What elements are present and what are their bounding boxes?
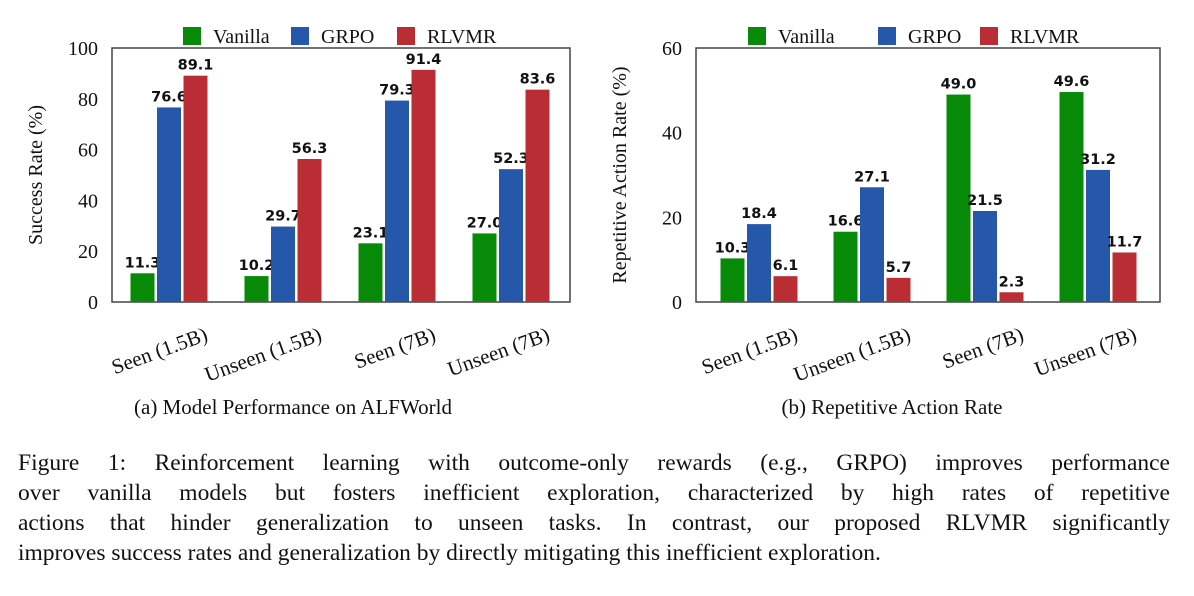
bar-vanilla (130, 273, 155, 302)
data-label: 21.5 (967, 193, 1003, 209)
x-tick-label: Unseen (1.5B) (790, 322, 913, 386)
legend-label: GRPO (321, 26, 374, 48)
figure: 0 20 40 60 80 100 Success Rate (%) 11.3 10.2 23.1… (25, 26, 1161, 419)
data-label: 6.1 (773, 258, 799, 274)
data-label: 49.6 (1054, 74, 1090, 90)
data-label: 52.3 (493, 151, 529, 167)
y-axis-label: Repetitive Action Rate (%) (609, 66, 631, 283)
data-label: 10.2 (239, 258, 275, 274)
data-label: 79.3 (379, 83, 415, 99)
x-tick-label: Unseen (1.5B) (201, 322, 324, 386)
bar-vanilla (358, 243, 383, 302)
data-label: 91.4 (406, 52, 442, 68)
bar-vanilla (720, 258, 745, 302)
figure-caption: Figure 1: Reinforcement learning with ou… (18, 448, 1170, 568)
bar-vanilla (946, 94, 971, 302)
caption-line: improves success rates and generalizatio… (18, 540, 881, 566)
data-label: 18.4 (741, 206, 777, 222)
data-label: 89.1 (178, 58, 214, 74)
data-label: 11.7 (1107, 234, 1143, 250)
data-label: 83.6 (520, 72, 556, 88)
y-tick-label: 60 (78, 140, 98, 162)
y-tick-label: 60 (662, 38, 682, 60)
bar-grpo (973, 210, 997, 302)
y-tick-label: 80 (78, 89, 98, 111)
legend-label: GRPO (908, 26, 961, 48)
bar-rlvmr (525, 89, 550, 302)
legend-swatch-rlvmr (980, 27, 998, 45)
data-label: 76.6 (151, 89, 187, 105)
y-tick-label: 0 (672, 292, 682, 314)
y-tick-label: 0 (88, 292, 98, 314)
legend-swatch-vanilla (183, 27, 201, 45)
y-tick-label: 40 (662, 123, 682, 145)
bar-rlvmr (1112, 252, 1137, 302)
x-tick-label: Seen (7B) (351, 322, 439, 373)
legend-swatch-grpo (291, 27, 309, 45)
legend-label: Vanilla (213, 26, 270, 48)
y-tick-label: 40 (78, 190, 98, 212)
y-axis-label: Success Rate (%) (25, 105, 47, 245)
caption-line: Figure 1: Reinforcement learning with ou… (18, 450, 1170, 476)
data-label: 56.3 (292, 141, 328, 157)
bar-rlvmr (999, 292, 1024, 302)
x-tick-label: Seen (7B) (939, 322, 1027, 373)
bar-grpo (1086, 169, 1110, 302)
bar-grpo (747, 224, 771, 302)
data-label: 49.0 (941, 77, 977, 93)
data-label: 2.3 (999, 274, 1025, 290)
legend-label: RLVMR (427, 26, 497, 48)
data-label: 23.1 (353, 225, 389, 241)
legend-swatch-vanilla (748, 27, 766, 45)
bar-grpo (271, 226, 295, 302)
bar-grpo (157, 107, 181, 302)
data-label: 11.3 (125, 255, 161, 271)
chart-success-rate: 0 20 40 60 80 100 Success Rate (%) 11.3 10.2 23.1… (25, 26, 571, 419)
legend-label: RLVMR (1010, 26, 1080, 48)
caption-line: over vanilla models but fosters ineffici… (18, 480, 1170, 506)
data-label: 16.6 (828, 214, 864, 230)
data-label: 27.0 (467, 215, 503, 231)
data-label: 27.1 (854, 169, 890, 185)
y-tick-label: 100 (68, 38, 98, 60)
chart-title: (a) Model Performance on ALFWorld (134, 395, 452, 419)
bar-vanilla (1059, 92, 1084, 302)
data-label: 29.7 (265, 209, 301, 225)
x-tick-label: Seen (1.5B) (698, 322, 800, 379)
bar-grpo (860, 187, 884, 302)
data-label: 5.7 (886, 260, 912, 276)
data-label: 10.3 (715, 240, 751, 256)
plot-frame (695, 47, 1161, 303)
bar-rlvmr (773, 276, 798, 302)
bar-vanilla (833, 231, 858, 302)
x-tick-label: Seen (1.5B) (108, 322, 210, 379)
plot-frame (111, 47, 571, 303)
bar-grpo (385, 100, 409, 302)
x-tick-label: Unseen (7B) (444, 322, 553, 381)
data-label: 31.2 (1080, 152, 1116, 168)
bar-grpo (499, 169, 523, 302)
legend-swatch-grpo (878, 27, 896, 45)
legend-swatch-rlvmr (397, 27, 415, 45)
bar-vanilla (472, 233, 497, 302)
bar-rlvmr (411, 69, 436, 303)
legend-label: Vanilla (778, 26, 835, 48)
caption-line: actions that hinder generalization to un… (18, 510, 1170, 536)
x-tick-label: Unseen (7B) (1031, 322, 1140, 381)
y-tick-label: 20 (78, 241, 98, 263)
chart-repetitive-action-rate: 0 20 40 60 Repetitive Action Rate (%) 10.3 16.… (609, 26, 1161, 419)
bar-rlvmr (886, 277, 911, 302)
bar-vanilla (244, 276, 269, 302)
chart-title: (b) Repetitive Action Rate (781, 395, 1002, 419)
bar-rlvmr (183, 75, 208, 302)
bar-rlvmr (297, 158, 322, 302)
y-tick-label: 20 (662, 207, 682, 229)
